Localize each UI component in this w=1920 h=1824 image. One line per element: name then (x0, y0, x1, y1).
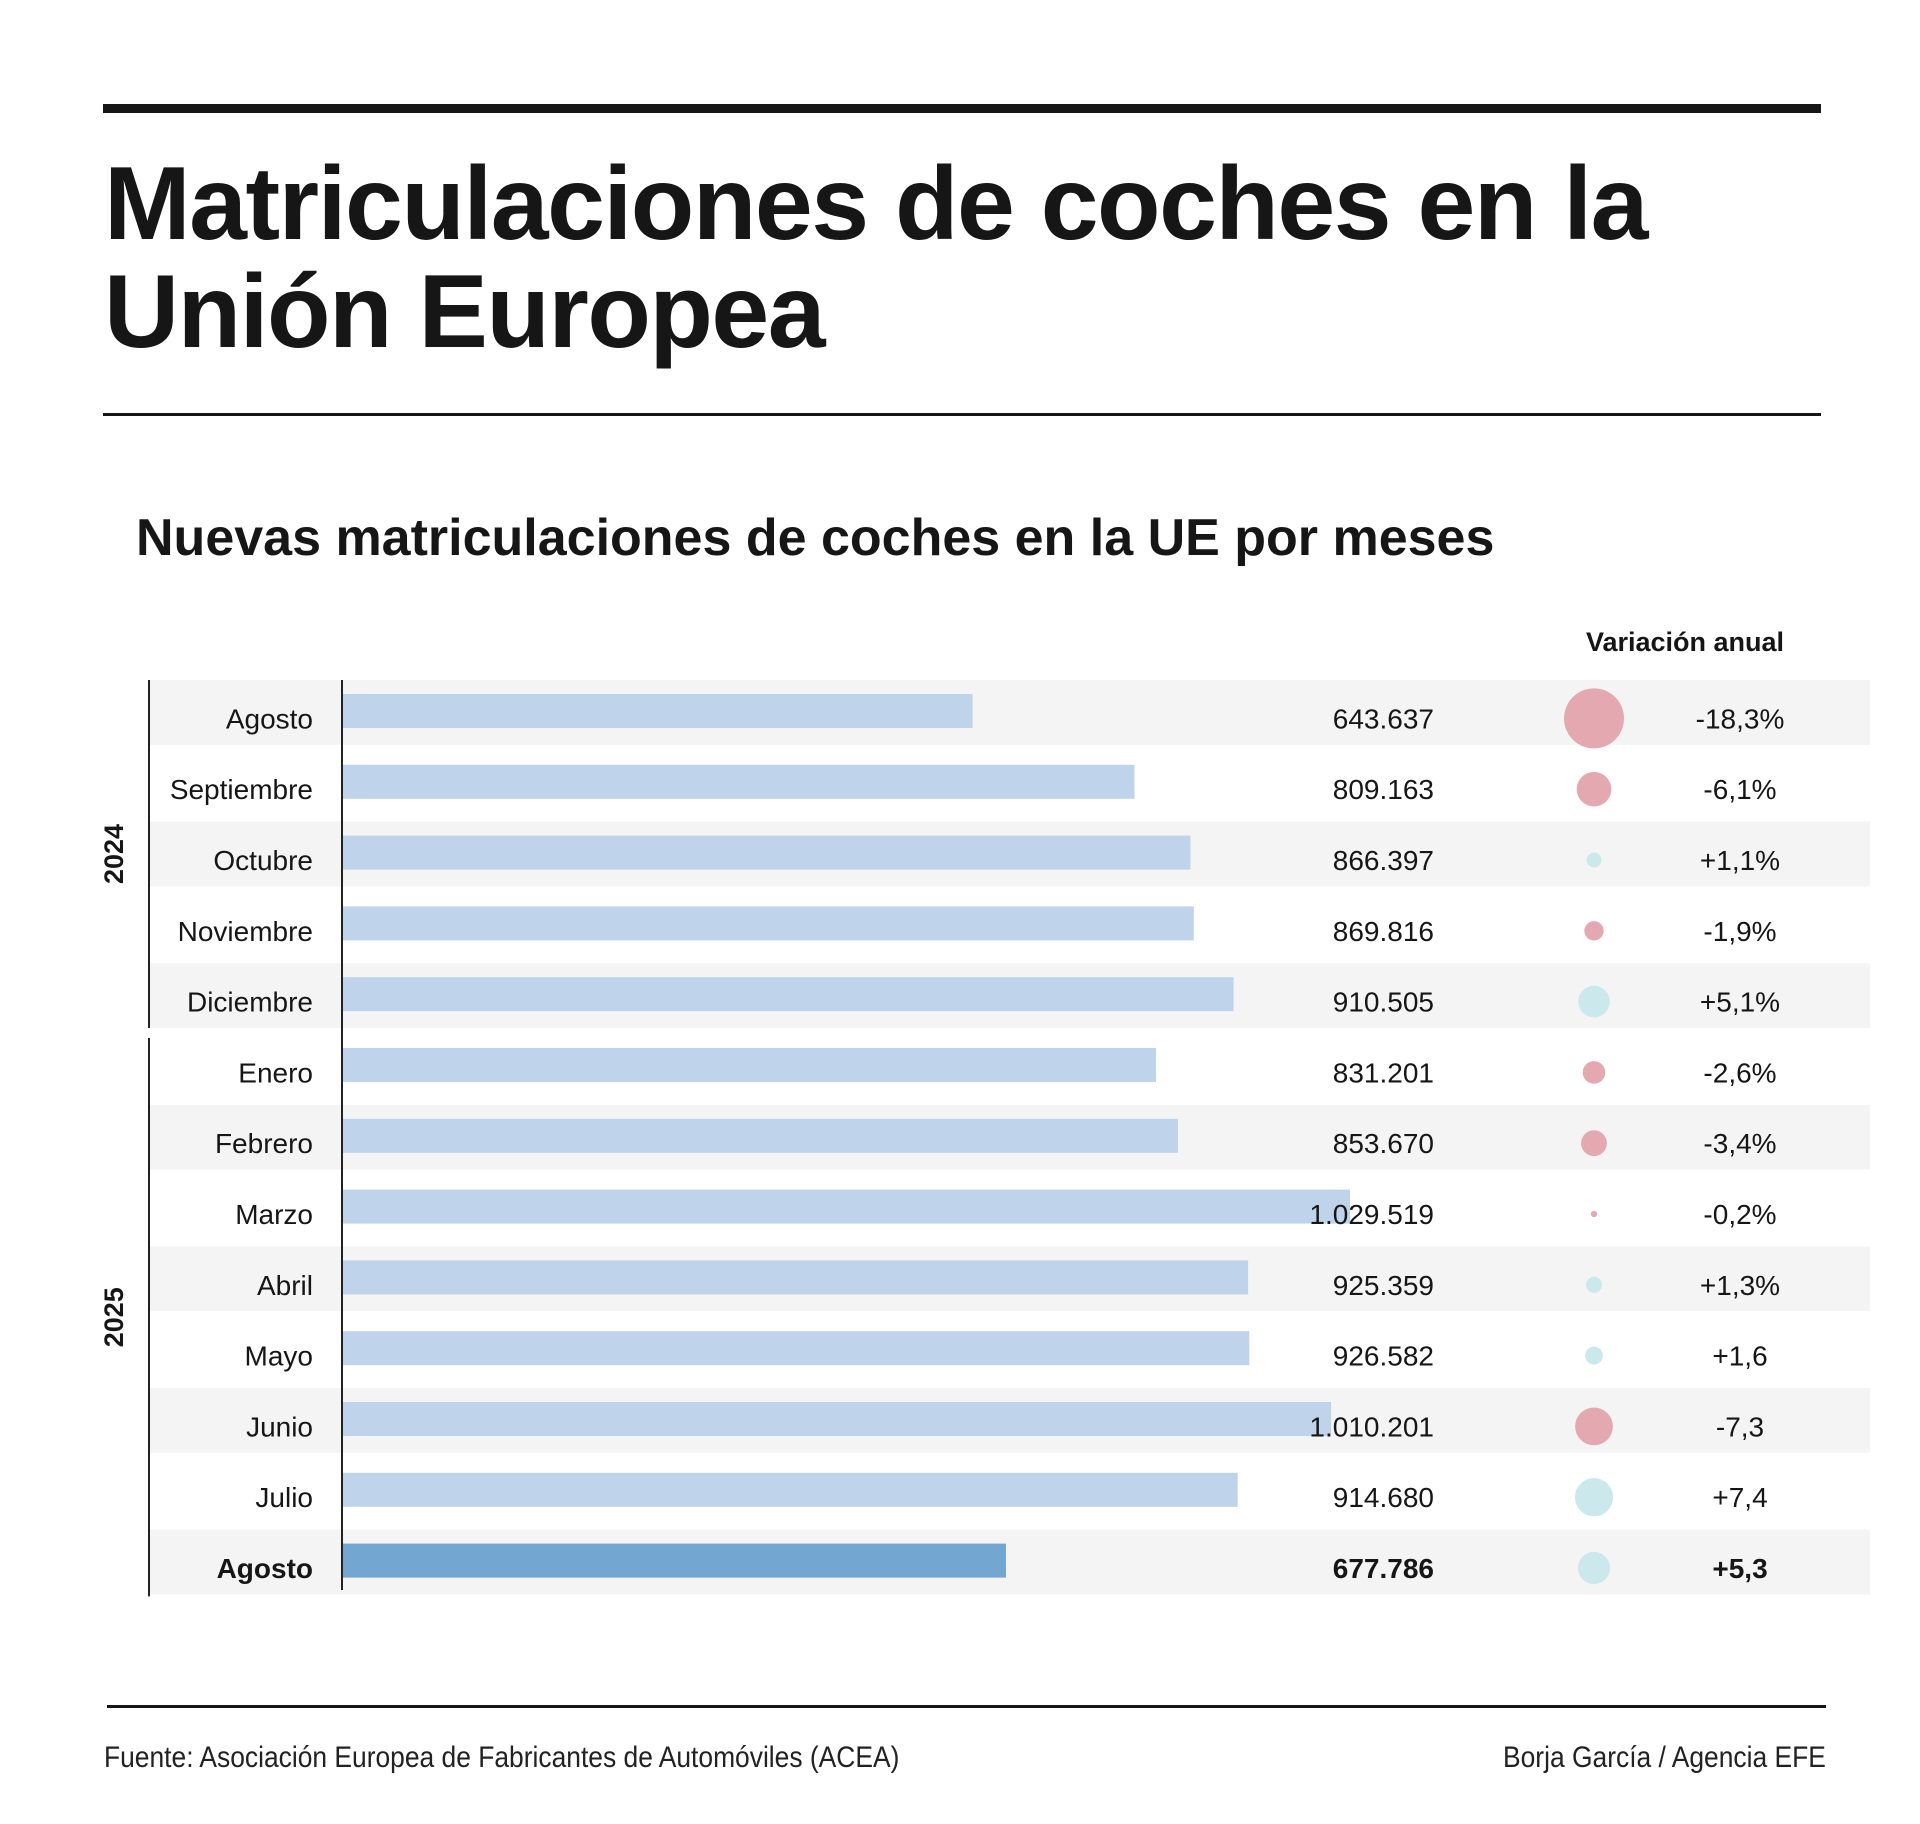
bar-row: Enero 831.201 -2,6% (238, 1048, 1777, 1088)
variation-label: -0,2% (1703, 1199, 1776, 1230)
variation-label: +1,1% (1700, 845, 1780, 876)
bar (343, 1189, 1350, 1224)
value-label: 853.670 (1333, 1128, 1434, 1159)
bar (343, 1331, 1250, 1366)
bar (343, 977, 1234, 1012)
value-label: 643.637 (1333, 703, 1434, 734)
variation-bubble (1574, 1478, 1614, 1517)
value-label: 677.786 (1333, 1553, 1434, 1584)
value-label: 869.816 (1333, 916, 1434, 947)
variation-bubble (1578, 985, 1610, 1018)
variation-bubble (1575, 1407, 1613, 1446)
bar (343, 1118, 1178, 1153)
category-label: Noviembre (178, 916, 313, 947)
variation-bubble (1584, 921, 1604, 941)
variation-label: +1,3% (1700, 1270, 1780, 1301)
bar-row: Septiembre 809.163 -6,1% (170, 764, 1777, 807)
variation-label: +1,6 (1712, 1341, 1767, 1372)
variation-label: -18,3% (1696, 703, 1785, 734)
bar-row: Noviembre 869.816 -1,9% (178, 906, 1777, 947)
year-label: 2024 (99, 824, 129, 884)
variation-label: +5,1% (1700, 987, 1780, 1018)
variation-bubble (1586, 1276, 1602, 1293)
variation-label: -6,1% (1703, 774, 1776, 805)
category-label: Septiembre (170, 774, 313, 805)
variation-header: Variación anual (1586, 627, 1784, 657)
footer-rule (107, 1705, 1826, 1708)
category-label: Marzo (235, 1199, 313, 1230)
category-label: Julio (255, 1482, 313, 1513)
bar-row: Junio 1.010.201 -7,3 (246, 1402, 1764, 1446)
bar (343, 694, 973, 728)
top-rule (103, 104, 1821, 113)
variation-label: -7,3 (1716, 1411, 1764, 1442)
bar (343, 1402, 1332, 1436)
year-label: 2025 (99, 1287, 129, 1347)
bar-row: Julio 914.680 +7,4 (255, 1472, 1768, 1517)
credit-note: Borja García / Agencia EFE (1503, 1741, 1826, 1774)
bar-row: Febrero 853.670 -3,4% (215, 1118, 1777, 1159)
bar-row: Marzo 1.029.519 -0,2% (235, 1189, 1777, 1230)
page-title: Matriculaciones de coches en la Unión Eu… (104, 146, 1649, 370)
title-rule (103, 413, 1821, 416)
value-label: 1.029.519 (1309, 1199, 1434, 1230)
bar (343, 1543, 1006, 1578)
value-label: 866.397 (1333, 845, 1434, 876)
value-label: 926.582 (1333, 1341, 1434, 1372)
source-note: Fuente: Asociación Europea de Fabricante… (104, 1741, 900, 1774)
bar (343, 1472, 1238, 1507)
value-label: 809.163 (1333, 774, 1434, 805)
bar-row: Abril 925.359 +1,3% (257, 1260, 1780, 1301)
value-label: 1.010.201 (1309, 1411, 1434, 1442)
variation-bubble (1564, 688, 1624, 749)
variation-bubble (1581, 1130, 1607, 1157)
variation-label: -3,4% (1703, 1128, 1776, 1159)
category-label: Octubre (213, 845, 313, 876)
bar (343, 1260, 1249, 1295)
bar-chart: Variación anual Agosto 643.637 -18,3% Septi… (99, 627, 1870, 1597)
category-label: Enero (238, 1057, 313, 1088)
bar-row: Agosto 643.637 -18,3% (226, 688, 1785, 749)
bar-row: Agosto 677.786 +5,3 (217, 1543, 1768, 1585)
bar-row: Octubre 866.397 +1,1% (213, 835, 1780, 876)
variation-bubble (1590, 1210, 1598, 1218)
bar (343, 835, 1191, 870)
category-label: Diciembre (187, 987, 313, 1018)
variation-label: -1,9% (1703, 916, 1776, 947)
variation-bubble (1582, 1061, 1606, 1084)
variation-label: +5,3 (1712, 1553, 1767, 1584)
value-label: 925.359 (1333, 1270, 1434, 1301)
bar (343, 1048, 1157, 1082)
variation-bubble (1576, 771, 1612, 807)
variation-bubble (1577, 1551, 1611, 1585)
variation-bubble (1585, 1346, 1603, 1365)
category-label: Junio (246, 1411, 313, 1442)
chart-title: Nuevas matriculaciones de coches en la U… (136, 509, 1495, 567)
bar (343, 764, 1135, 799)
bar (343, 906, 1194, 941)
value-label: 910.505 (1333, 987, 1434, 1018)
value-label: 831.201 (1333, 1057, 1434, 1088)
category-label: Febrero (215, 1128, 313, 1159)
category-label: Agosto (226, 703, 313, 734)
bar-row: Mayo 926.582 +1,6 (245, 1331, 1768, 1372)
value-label: 914.680 (1333, 1482, 1434, 1513)
variation-bubble (1586, 852, 1602, 868)
variation-label: +7,4 (1712, 1482, 1767, 1513)
bar-row: Diciembre 910.505 +5,1% (187, 977, 1780, 1018)
category-label: Agosto (217, 1553, 313, 1584)
category-label: Mayo (245, 1341, 313, 1372)
variation-label: -2,6% (1703, 1057, 1776, 1088)
category-label: Abril (257, 1270, 313, 1301)
